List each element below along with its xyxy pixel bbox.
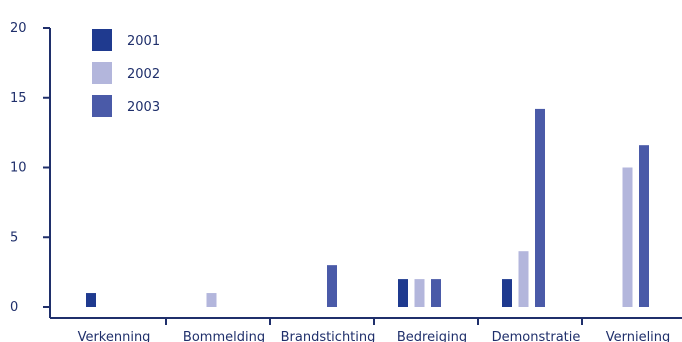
- bar-2002-vernieling: [622, 167, 633, 307]
- x-tick-label: Brandstichting: [281, 330, 376, 342]
- bar-2001-demonstratie: [502, 279, 512, 307]
- bar-2002-bedreiging: [414, 279, 425, 307]
- bars: [86, 108, 649, 307]
- x-tick-label: Bedreiging: [397, 330, 467, 342]
- legend-label: 2003: [127, 100, 160, 115]
- bar-2003-vernieling: [639, 145, 649, 307]
- x-tick-label: Vernieling: [606, 330, 671, 342]
- x-axis-labels: Verkenning Bommelding Brandstichting Bedrei…: [78, 330, 671, 342]
- y-axis-ticks: 0 5 10 15 20: [10, 21, 50, 315]
- legend-label: 2001: [127, 34, 160, 49]
- bar-2001-bedreiging: [398, 279, 408, 307]
- bar-2003-demonstratie: [535, 108, 545, 307]
- bar-2001-verkenning: [86, 293, 96, 307]
- legend-label: 2002: [127, 67, 160, 82]
- legend: 2001 2002 2003: [92, 29, 160, 117]
- bar-2002-demonstratie: [518, 251, 529, 307]
- x-tick-label: Bommelding: [183, 330, 265, 342]
- y-tick-label: 15: [10, 91, 27, 106]
- x-tick-label: Demonstratie: [492, 330, 581, 342]
- bar-2003-bedreiging: [431, 279, 441, 307]
- y-tick-label: 20: [10, 21, 27, 36]
- legend-swatch-2001: [92, 29, 112, 51]
- bar-2002-bommelding: [206, 293, 217, 307]
- y-tick-label: 10: [10, 161, 27, 176]
- y-tick-label: 0: [10, 300, 18, 315]
- y-tick-label: 5: [10, 230, 18, 245]
- axes: [49, 28, 682, 325]
- legend-swatch-2002: [92, 62, 112, 84]
- legend-swatch-2003: [92, 95, 112, 117]
- x-tick-label: Verkenning: [78, 330, 151, 342]
- bar-2003-brandstichting: [327, 265, 337, 307]
